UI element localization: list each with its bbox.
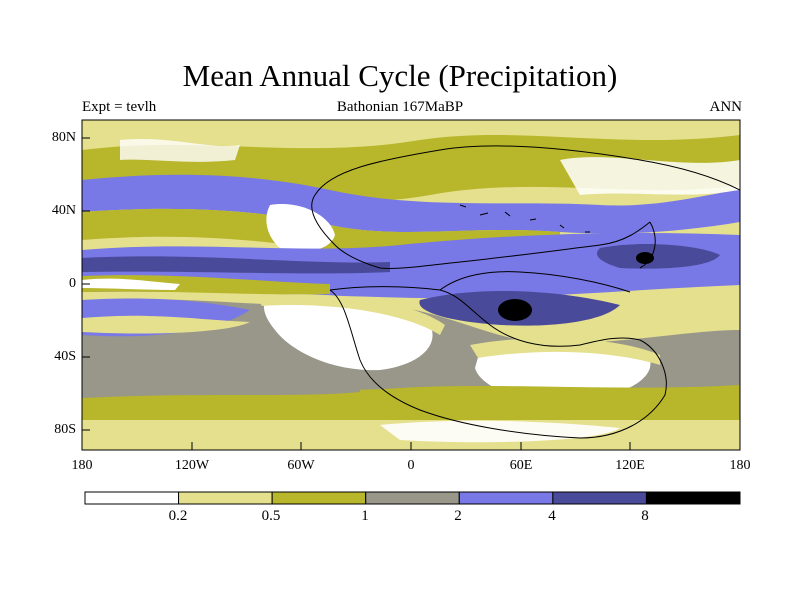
colorbar-label-2: 1	[361, 508, 369, 524]
field-white-arctic	[560, 157, 740, 195]
colorbar-swatch-4	[458, 491, 554, 505]
coast-islands	[459, 204, 590, 233]
coast-laurasia	[311, 145, 740, 269]
colorbar-label-3: 2	[454, 508, 462, 524]
season-label: ANN	[709, 99, 743, 115]
lon-label-120e: 120E	[615, 458, 645, 473]
lat-label-80n: 80N	[51, 130, 76, 145]
lat-label-80s: 80S	[54, 422, 76, 437]
lon-label-180-east: 180	[729, 458, 751, 473]
field-olive-equator	[82, 275, 330, 295]
lon-ticks	[191, 442, 631, 450]
chart-title: Mean Annual Cycle (Precipitation)	[182, 58, 618, 93]
colorbar	[84, 491, 741, 505]
field-white-na	[266, 204, 335, 252]
colorbar-label-5: 8	[641, 508, 649, 524]
coast-tethys	[439, 271, 631, 293]
field-khaki-sa-edge	[255, 294, 445, 335]
lon-label-60e: 60E	[509, 458, 533, 473]
field-white-equator	[82, 278, 180, 290]
field-grey-southern	[82, 362, 360, 398]
field-black-indian	[498, 299, 532, 321]
lon-label-60w: 60W	[287, 458, 315, 473]
period-label: Bathonian 167MaBP	[336, 99, 464, 115]
field-white-arctic-2	[120, 138, 240, 162]
lon-label-120w: 120W	[174, 458, 210, 473]
colorbar-swatch-6	[645, 491, 741, 505]
colorbar-label-4: 4	[548, 508, 556, 524]
field-blue-northtrack	[82, 174, 740, 234]
colorbar-swatch-5	[552, 491, 647, 505]
field-khaki-australia	[470, 337, 660, 365]
field-black-asia	[636, 252, 654, 264]
lat-label-40s: 40S	[54, 349, 76, 364]
colorbar-swatch-1	[178, 491, 273, 505]
lat-label-40n: 40N	[51, 203, 76, 218]
experiment-label: Expt = tevlh	[82, 99, 157, 115]
coast-gondwana	[329, 286, 667, 439]
field-khaki-south	[82, 315, 250, 334]
field-white-sa	[263, 298, 433, 371]
colorbar-swatch-0	[84, 491, 180, 505]
lat-ticks	[82, 137, 90, 431]
lat-label-0: 0	[69, 276, 76, 291]
precipitation-field	[82, 120, 740, 450]
field-dark-itcz	[82, 256, 390, 274]
field-dark-asia	[596, 244, 720, 269]
colorbar-label-1: 0.5	[261, 508, 281, 524]
lon-label-180-west: 180	[71, 458, 93, 473]
coastlines	[311, 145, 740, 439]
colorbar-label-0: 0.2	[168, 508, 188, 524]
colorbar-swatch-2	[271, 491, 367, 505]
lon-label-0: 0	[407, 458, 415, 473]
colorbar-swatch-3	[365, 491, 460, 505]
